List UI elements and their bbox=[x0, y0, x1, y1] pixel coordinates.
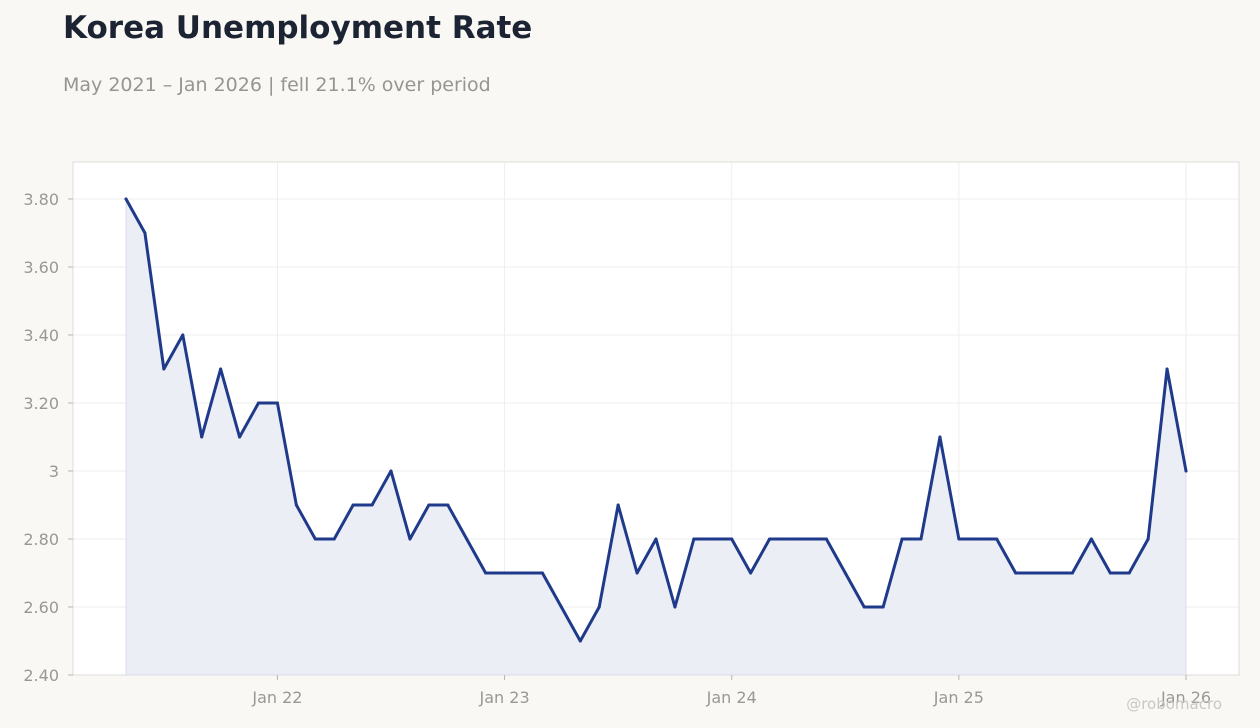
data-point bbox=[635, 571, 639, 575]
data-point bbox=[1070, 571, 1074, 575]
data-point bbox=[1165, 367, 1169, 371]
data-point bbox=[730, 537, 734, 541]
chart-title: Korea Unemployment Rate bbox=[63, 10, 533, 46]
x-tick-label: Jan 24 bbox=[706, 688, 757, 707]
data-point bbox=[938, 435, 942, 439]
data-point bbox=[351, 503, 355, 507]
data-point bbox=[143, 231, 147, 235]
y-tick-label: 2.60 bbox=[23, 598, 59, 617]
data-point bbox=[332, 537, 336, 541]
x-tick-label: Jan 25 bbox=[933, 688, 984, 707]
data-point bbox=[294, 503, 298, 507]
data-point bbox=[919, 537, 923, 541]
data-point bbox=[787, 537, 790, 541]
y-tick-label: 2.40 bbox=[23, 666, 59, 685]
data-point bbox=[881, 605, 885, 609]
data-point bbox=[1108, 571, 1112, 575]
y-tick-label: 3.20 bbox=[23, 394, 59, 413]
data-point bbox=[805, 537, 809, 541]
watermark: @robomacro bbox=[1126, 695, 1222, 713]
data-point bbox=[522, 571, 525, 575]
data-point bbox=[446, 503, 450, 507]
data-point bbox=[181, 333, 185, 337]
data-point bbox=[1089, 537, 1093, 541]
data-point bbox=[578, 639, 582, 643]
data-point bbox=[824, 537, 828, 541]
y-axis: 2.40 2.60 2.80 3 3.20 3.40 3.60 3.80 bbox=[23, 190, 73, 685]
data-point bbox=[465, 537, 469, 541]
x-tick-label: Jan 23 bbox=[479, 688, 530, 707]
data-point bbox=[749, 571, 753, 575]
data-point bbox=[768, 537, 772, 541]
data-point bbox=[976, 537, 980, 541]
data-point bbox=[843, 571, 847, 575]
data-point bbox=[673, 605, 677, 609]
data-point bbox=[313, 537, 317, 541]
data-point bbox=[200, 435, 204, 439]
data-point bbox=[711, 537, 715, 541]
data-point bbox=[900, 537, 904, 541]
data-point bbox=[257, 401, 260, 405]
data-point bbox=[1033, 571, 1037, 575]
data-point bbox=[408, 537, 412, 541]
x-tick-label: Jan 26 bbox=[1160, 688, 1211, 707]
x-axis: Jan 22 Jan 23 Jan 24 Jan 25 Jan 26 bbox=[251, 675, 1211, 707]
data-point bbox=[957, 537, 961, 541]
data-point bbox=[219, 367, 223, 371]
data-point bbox=[862, 605, 866, 609]
data-point bbox=[389, 469, 393, 473]
y-tick-label: 3.60 bbox=[23, 258, 59, 277]
data-point bbox=[559, 605, 563, 609]
data-point bbox=[162, 367, 166, 371]
data-point bbox=[1184, 469, 1188, 473]
data-point bbox=[1146, 537, 1150, 541]
data-point bbox=[1052, 571, 1055, 575]
y-tick-label: 3.40 bbox=[23, 326, 59, 345]
data-point bbox=[597, 605, 601, 609]
y-tick-label: 3.80 bbox=[23, 190, 59, 209]
x-tick-label: Jan 22 bbox=[251, 688, 302, 707]
data-point bbox=[484, 571, 488, 575]
y-tick-label: 3 bbox=[49, 462, 59, 481]
data-point bbox=[238, 435, 242, 439]
data-point bbox=[540, 571, 544, 575]
data-point bbox=[692, 537, 696, 541]
data-point bbox=[995, 537, 999, 541]
data-point bbox=[503, 571, 507, 575]
data-point bbox=[370, 503, 374, 507]
y-tick-label: 2.80 bbox=[23, 530, 59, 549]
data-point bbox=[654, 537, 658, 541]
data-point bbox=[124, 197, 128, 201]
chart-subtitle: May 2021 – Jan 2026 | fell 21.1% over pe… bbox=[63, 74, 491, 96]
data-point bbox=[1127, 571, 1131, 575]
data-point bbox=[1014, 571, 1018, 575]
data-point bbox=[616, 503, 620, 507]
data-point bbox=[427, 503, 431, 507]
data-point bbox=[275, 401, 279, 405]
series-line-layer bbox=[124, 197, 1188, 643]
